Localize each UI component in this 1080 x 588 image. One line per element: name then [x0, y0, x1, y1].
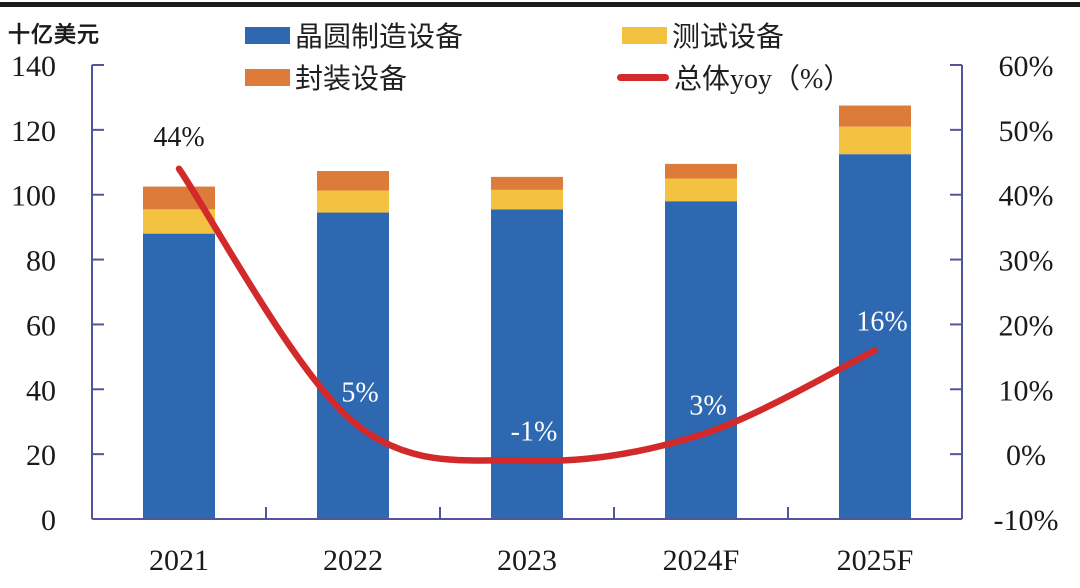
- left-axis-tick-label: 120: [11, 115, 56, 148]
- legend-label-test: 测试设备: [672, 22, 785, 53]
- legend-item-packaging-equipment: 封装设备: [245, 60, 408, 95]
- yoy-point-label: -1%: [511, 417, 558, 448]
- yoy-point-label: 44%: [153, 122, 204, 153]
- x-category-label: 2021: [149, 544, 209, 577]
- yoy-point-label: 3%: [689, 391, 726, 422]
- yoy-point-label: 16%: [856, 306, 907, 337]
- bar-segment: [317, 190, 389, 213]
- bar-segment: [839, 154, 911, 519]
- left-axis-tick-label: 140: [11, 50, 56, 83]
- top-border-rule: [0, 2, 1080, 7]
- bar-segment: [491, 189, 563, 210]
- right-axis-tick-label: 0%: [1006, 439, 1046, 472]
- legend-item-wafer-fab-equipment: 晶圆制造设备: [245, 18, 464, 53]
- right-axis-tick-label: 60%: [999, 50, 1054, 83]
- left-axis-tick-label: 0: [41, 504, 56, 537]
- right-axis-tick-label: 10%: [999, 374, 1054, 407]
- legend-swatch-packaging: [245, 68, 290, 86]
- right-axis-tick-label: 30%: [999, 245, 1054, 278]
- bar-segment: [491, 209, 563, 520]
- x-category-label: 2023: [497, 544, 557, 577]
- right-axis-tick-label: 50%: [999, 115, 1054, 148]
- bar-segment: [143, 233, 215, 519]
- left-axis-unit-label: 十亿美元: [8, 22, 101, 47]
- legend-item-total-yoy: 总体yoy（%）: [617, 60, 852, 95]
- x-category-label: 2025F: [837, 544, 914, 577]
- legend-item-test-equipment: 测试设备: [622, 18, 785, 53]
- legend-swatch-wafer-fab: [245, 26, 290, 44]
- bar-segment: [839, 105, 911, 127]
- bar-segment: [665, 201, 737, 519]
- yoy-line-path: [175, 165, 879, 465]
- x-category-label: 2022: [323, 544, 383, 577]
- line-point-labels-group: 44% 5% -1% 3% 16%: [153, 122, 907, 448]
- right-axis-tick-label: 20%: [999, 309, 1054, 342]
- legend-label-packaging: 封装设备: [295, 64, 408, 95]
- left-axis-tick-label: 60: [26, 309, 56, 342]
- bar-segment: [839, 126, 911, 155]
- legend-line-swatch-yoy: [617, 73, 669, 81]
- bar-segment: [491, 176, 563, 190]
- yoy-point-label: 5%: [341, 378, 378, 409]
- axes-group: [91, 64, 963, 520]
- bar-segment: [665, 163, 737, 179]
- x-category-label: 2024F: [663, 544, 740, 577]
- bar-segment: [665, 178, 737, 202]
- legend-label-total-yoy: 总体yoy（%）: [674, 64, 852, 95]
- left-axis-tick-label: 20: [26, 439, 56, 472]
- bar-segment: [317, 212, 389, 520]
- bars-group: [143, 105, 911, 520]
- bar-segment: [317, 171, 389, 191]
- right-axis-tick-label: -10%: [994, 504, 1059, 537]
- axis-labels-group: 0 20 40 60 80 100 120 140 -10% 0% 10% 20% 30% 40% 50% 6…: [11, 50, 1058, 577]
- right-axis-tick-label: 40%: [999, 180, 1054, 213]
- legend-swatch-test: [622, 26, 667, 44]
- yoy-line-group: [175, 165, 879, 465]
- legend-label-wafer-fab: 晶圆制造设备: [295, 22, 464, 53]
- left-axis-tick-label: 80: [26, 245, 56, 278]
- left-axis-tick-label: 100: [11, 180, 56, 213]
- left-axis-tick-label: 40: [26, 374, 56, 407]
